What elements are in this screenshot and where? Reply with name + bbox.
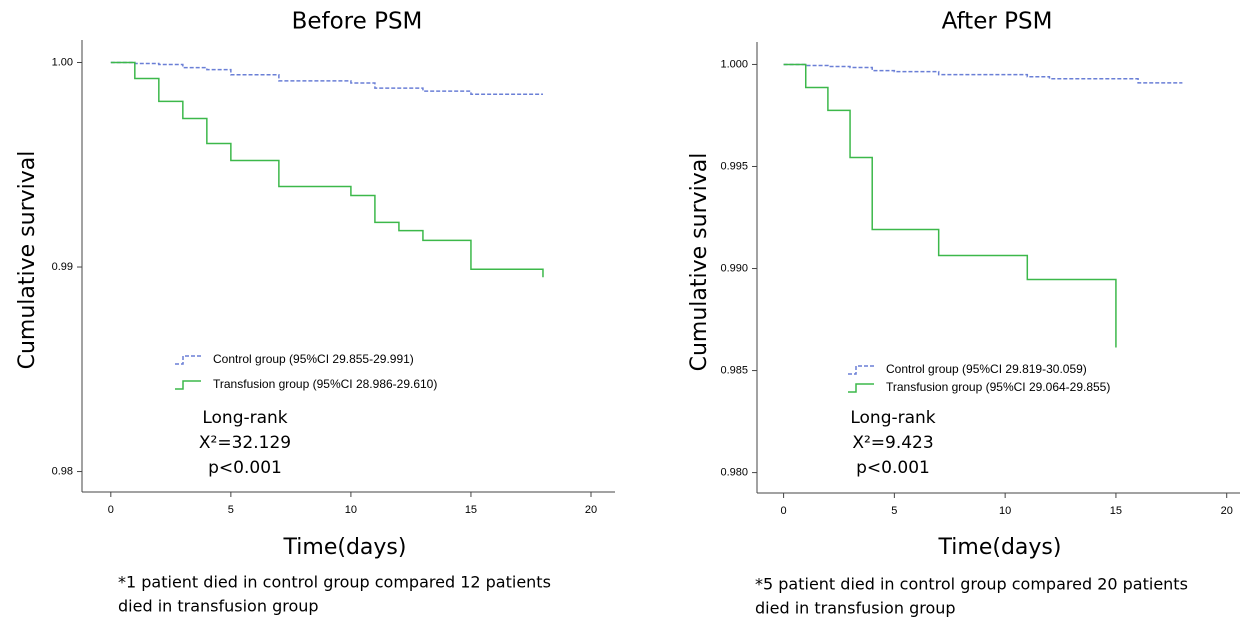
annotation: p<0.001 [856, 458, 930, 478]
y-axis-label: Cumulative survival [15, 151, 40, 370]
y-tick-label: 0.990 [720, 262, 748, 274]
legend-label: Transfusion group (95%CI 28.986-29.610) [213, 377, 437, 391]
x-tick-label: 15 [465, 504, 477, 516]
legend-swatch [848, 383, 874, 393]
x-tick-label: 20 [585, 504, 597, 516]
x-tick-label: 0 [781, 505, 787, 517]
legend-swatch [175, 380, 201, 390]
y-tick-label: 0.985 [720, 364, 748, 376]
y-tick-label: 0.995 [720, 160, 748, 172]
footnote: died in transfusion group [755, 599, 956, 618]
annotation: p<0.001 [208, 458, 282, 478]
x-tick-label: 20 [1221, 505, 1233, 517]
footnote: *1 patient died in control group compare… [118, 573, 551, 592]
y-tick-label: 0.99 [52, 261, 73, 273]
y-tick-label: 0.98 [52, 465, 73, 477]
footnote: *5 patient died in control group compare… [755, 575, 1188, 594]
annotation: X²=32.129 [199, 433, 291, 453]
chart-title: After PSM [942, 9, 1053, 35]
survival-curve [783, 63, 1117, 348]
legend-swatch [175, 355, 201, 365]
x-tick-label: 10 [345, 504, 357, 516]
legend-label: Control group (95%CI 29.855-29.991) [213, 352, 414, 366]
x-axis-label: Time(days) [283, 535, 407, 560]
legend-swatch [848, 365, 874, 375]
legend-label: Control group (95%CI 29.819-30.059) [886, 362, 1087, 376]
annotation: Long-rank [202, 408, 287, 428]
x-tick-label: 10 [999, 505, 1011, 517]
legend-label: Transfusion group (95%CI 29.064-29.855) [886, 380, 1110, 394]
x-tick-label: 5 [891, 505, 897, 517]
x-tick-label: 15 [1110, 505, 1122, 517]
footnote: died in transfusion group [118, 597, 319, 616]
survival-curve [783, 63, 1183, 84]
x-axis-label: Time(days) [938, 535, 1062, 560]
survival-curve [110, 61, 543, 95]
annotation: X²=9.423 [852, 433, 933, 453]
annotation: Long-rank [850, 408, 935, 428]
y-axis-label: Cumulative survival [687, 153, 712, 372]
y-tick-label: 1.00 [52, 56, 73, 68]
y-tick-label: 1.000 [720, 58, 748, 70]
x-tick-label: 5 [228, 504, 234, 516]
y-tick-label: 0.980 [720, 466, 748, 478]
chart-title: Before PSM [292, 9, 423, 35]
survival-curve [110, 61, 544, 278]
x-tick-label: 0 [108, 504, 114, 516]
